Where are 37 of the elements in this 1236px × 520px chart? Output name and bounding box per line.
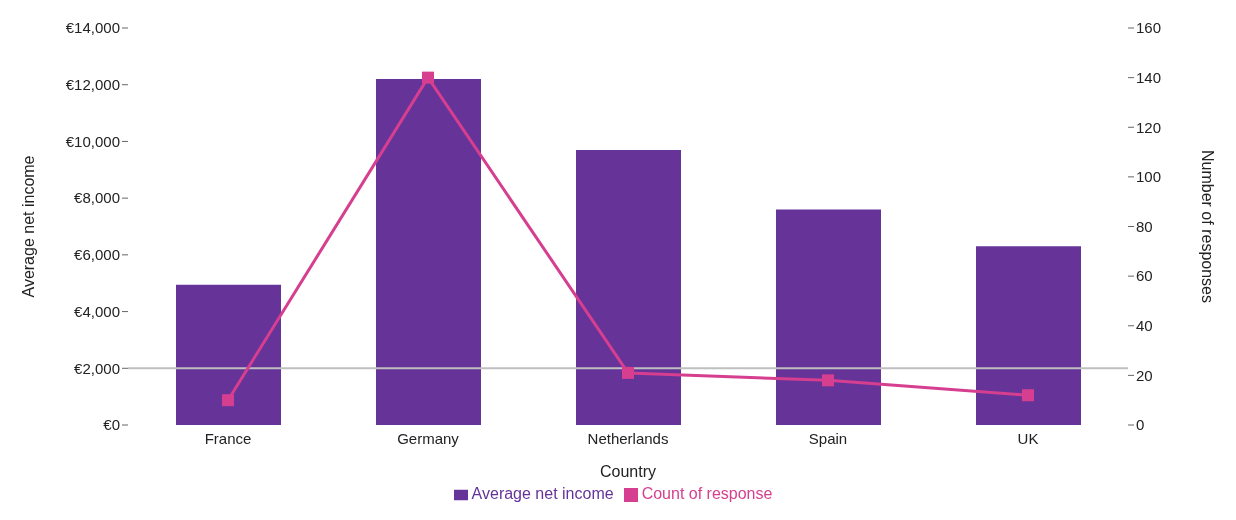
bar — [376, 79, 481, 425]
legend-label: Average net income — [471, 485, 614, 502]
bar — [776, 209, 881, 425]
x-tick-label: France — [204, 429, 252, 447]
bar — [576, 149, 681, 425]
y2-axis-title: Number of responses — [1199, 150, 1217, 303]
y2-tick-label: 40 — [1136, 317, 1153, 335]
bar — [976, 246, 1081, 425]
point — [622, 366, 634, 379]
x-tick-label: Germany — [397, 429, 460, 447]
bar — [176, 284, 281, 425]
y2-tick-label: 20 — [1136, 366, 1153, 384]
y2-tick-label: 0 — [1136, 416, 1145, 434]
legend-label: Count of response — [641, 485, 773, 502]
y-tick-label: €4,000 — [74, 302, 120, 320]
y2-tick-label: 160 — [1136, 19, 1162, 37]
y2-tick-label: 80 — [1136, 217, 1153, 235]
y-tick-label: €2,000 — [74, 359, 120, 377]
y-tick-label: €8,000 — [74, 189, 120, 207]
y-tick-label: €12,000 — [65, 76, 120, 94]
y-tick-label: €0 — [103, 416, 120, 434]
y2-tick-label: 100 — [1136, 168, 1162, 186]
point — [1022, 389, 1034, 402]
y2-tick-label: 140 — [1136, 68, 1162, 86]
x-tick-label: Netherlands — [587, 429, 669, 447]
y2-tick-label: 120 — [1136, 118, 1162, 136]
point — [422, 71, 434, 84]
x-tick-label: UK — [1017, 429, 1039, 447]
y-tick-label: €6,000 — [74, 246, 120, 264]
y-tick-label: €14,000 — [65, 19, 120, 37]
y-axis-title: Average net income — [19, 155, 37, 298]
x-axis-title: Country — [599, 463, 657, 480]
point — [222, 394, 234, 407]
point — [822, 374, 834, 387]
y-tick-label: €10,000 — [65, 132, 120, 150]
y2-tick-label: 60 — [1136, 267, 1153, 285]
x-tick-label: Spain — [808, 429, 848, 447]
